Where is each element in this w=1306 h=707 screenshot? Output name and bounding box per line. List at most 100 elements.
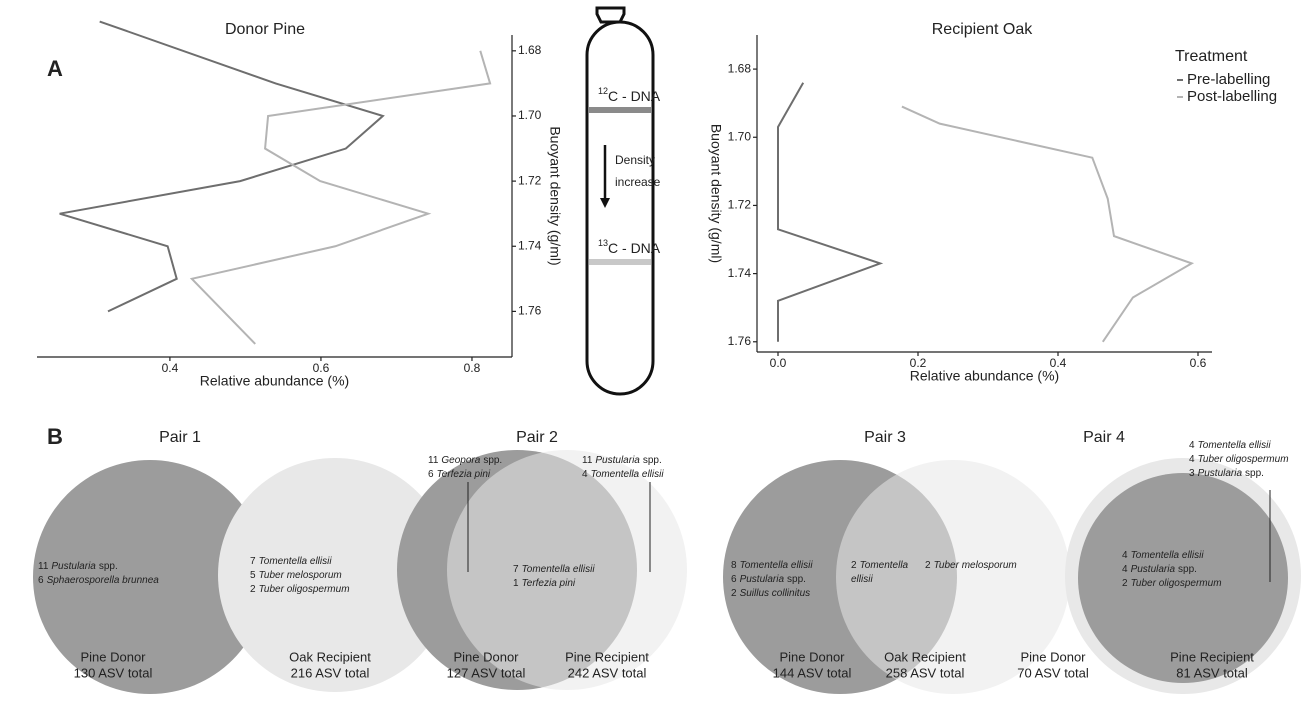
set-total: 216 ASV total bbox=[291, 665, 370, 680]
taxon-name: Pustularia bbox=[51, 561, 96, 572]
taxon-name: Tuber oligospermum bbox=[1131, 578, 1222, 589]
taxon-suffix: spp. bbox=[1245, 468, 1264, 479]
taxon-count: 4 bbox=[1122, 564, 1128, 575]
y-tick-label: 1.68 bbox=[728, 61, 752, 75]
taxon-name: Sphaerosporella brunnea bbox=[47, 575, 160, 586]
taxon-count: 7 bbox=[250, 556, 256, 567]
series-line bbox=[60, 22, 383, 312]
taxon-line: ellisii bbox=[851, 574, 873, 585]
taxon-name: Tuber melosporum bbox=[259, 570, 342, 581]
superscript: 12 bbox=[598, 86, 608, 96]
pair-title: Pair 2 bbox=[516, 429, 558, 446]
x-tick-label: 0.4 bbox=[162, 361, 179, 375]
taxon-count: 4 bbox=[1189, 454, 1195, 465]
chart-title: Recipient Oak bbox=[932, 21, 1033, 38]
taxon-count: 11 bbox=[582, 455, 593, 466]
set-name: Pine Donor bbox=[779, 649, 845, 664]
superscript: 13 bbox=[598, 238, 608, 248]
taxon-count: 1 bbox=[513, 578, 519, 589]
set-total: 242 ASV total bbox=[568, 665, 647, 680]
taxon-name: Pustularia bbox=[595, 455, 640, 466]
tube-neck bbox=[597, 8, 624, 22]
y-tick-label: 1.74 bbox=[518, 238, 542, 252]
set-name: Pine Recipient bbox=[1170, 649, 1254, 664]
figure: A B 12C - DNA 13C - DNA Density increase… bbox=[0, 0, 1306, 707]
taxon-count: 6 bbox=[731, 574, 737, 585]
x-tick-label: 0.8 bbox=[464, 361, 481, 375]
taxon-count: 11 bbox=[38, 561, 49, 572]
taxon-count: 2 bbox=[731, 588, 737, 599]
tube-body bbox=[587, 22, 653, 394]
taxon-name: Tuber oligospermum bbox=[259, 584, 350, 595]
y-tick-label: 1.70 bbox=[518, 108, 542, 122]
taxon-line: 2Tuber oligospermum bbox=[250, 584, 350, 595]
panel-label: B bbox=[47, 424, 63, 449]
taxon-name: Tuber oligospermum bbox=[1198, 454, 1289, 465]
taxon-count: 11 bbox=[428, 455, 439, 466]
y-tick-label: 1.76 bbox=[518, 304, 542, 318]
taxon-suffix: spp. bbox=[99, 561, 118, 572]
taxon-suffix: spp. bbox=[483, 455, 502, 466]
taxon-count: 2 bbox=[851, 560, 857, 571]
taxon-name: Tomentella ellisii bbox=[259, 556, 333, 567]
set-name: Oak Recipient bbox=[884, 649, 966, 664]
taxon-name: Tomentella ellisii bbox=[1131, 550, 1205, 561]
taxon-suffix: spp. bbox=[787, 574, 806, 585]
band-text: C - DNA bbox=[608, 240, 661, 256]
taxon-count: 2 bbox=[925, 560, 931, 571]
taxon-count: 5 bbox=[250, 570, 256, 581]
taxon-count: 3 bbox=[1189, 468, 1195, 479]
taxon-count: 4 bbox=[1122, 550, 1128, 561]
taxon-line: 2Suillus collinitus bbox=[731, 588, 810, 599]
taxon-count: 2 bbox=[1122, 578, 1128, 589]
y-tick-label: 1.70 bbox=[728, 129, 752, 143]
legend-title: Treatment bbox=[1175, 48, 1248, 65]
taxon-count: 6 bbox=[38, 575, 44, 586]
dna-band bbox=[589, 259, 651, 265]
dna-band bbox=[589, 107, 651, 113]
taxon-line: 6Pustulariaspp. bbox=[731, 574, 806, 585]
taxon-name: Pustularia bbox=[740, 574, 785, 585]
set-name: Pine Donor bbox=[80, 649, 146, 664]
series-line bbox=[192, 51, 490, 344]
taxon-count: 6 bbox=[428, 469, 434, 480]
taxon-name: Tomentella ellisii bbox=[1198, 440, 1272, 451]
band-text: C - DNA bbox=[608, 88, 661, 104]
taxon-count: 4 bbox=[1189, 440, 1195, 451]
tube-diagram: 12C - DNA 13C - DNA Density increase bbox=[587, 8, 661, 394]
taxon-count: 2 bbox=[250, 584, 256, 595]
taxon-line: 2Tuber melosporum bbox=[925, 560, 1017, 571]
band-label: 13C - DNA bbox=[598, 238, 661, 255]
taxon-name: Tomentella ellisii bbox=[740, 560, 814, 571]
taxon-name: Tomentella ellisii bbox=[591, 469, 665, 480]
taxon-name: Suillus collinitus bbox=[740, 588, 811, 599]
series-line bbox=[778, 83, 880, 342]
y-tick-label: 1.72 bbox=[518, 173, 542, 187]
set-total: 70 ASV total bbox=[1017, 665, 1089, 680]
x-axis-title: Relative abundance (%) bbox=[910, 368, 1059, 384]
taxon-name: Terfezia pini bbox=[522, 578, 576, 589]
panel-label: A bbox=[47, 56, 63, 81]
taxon-count: 8 bbox=[731, 560, 737, 571]
taxon-suffix: spp. bbox=[1178, 564, 1197, 575]
set-name: Oak Recipient bbox=[289, 649, 371, 664]
y-tick-label: 1.68 bbox=[518, 43, 542, 57]
taxon-suffix: spp. bbox=[643, 455, 662, 466]
series-line bbox=[902, 107, 1192, 342]
set-name: Pine Donor bbox=[453, 649, 519, 664]
band-label: 12C - DNA bbox=[598, 86, 661, 103]
set-name: Pine Donor bbox=[1020, 649, 1086, 664]
chart-title: Donor Pine bbox=[225, 21, 305, 38]
